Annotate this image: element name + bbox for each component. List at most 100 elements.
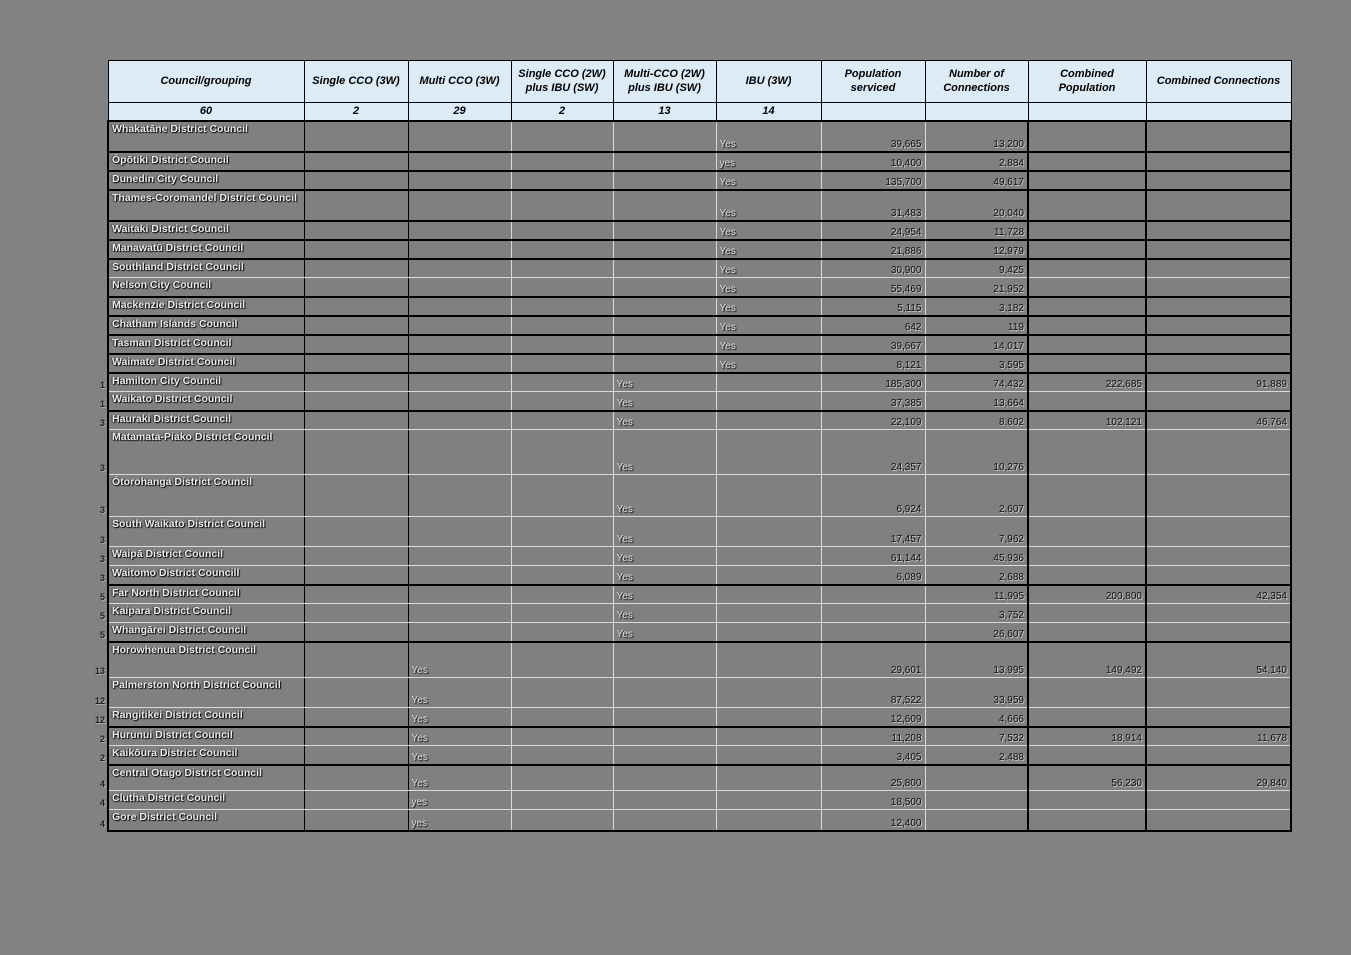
cell-single-cco-3w[interactable] xyxy=(304,622,409,643)
cell-combined-connections[interactable] xyxy=(1146,391,1292,412)
cell-combined-population[interactable] xyxy=(1028,353,1147,374)
cell-population-serviced[interactable]: 37,385 xyxy=(821,391,926,412)
cell-multi-cco-3w[interactable] xyxy=(408,189,512,222)
cell-single-cco-3w[interactable] xyxy=(304,296,409,317)
cell-combined-population[interactable] xyxy=(1028,429,1147,475)
cell-combined-population[interactable] xyxy=(1028,707,1147,728)
cell-number-of-connections[interactable]: 2,884 xyxy=(925,151,1029,172)
cell-combined-population[interactable] xyxy=(1028,189,1147,222)
cell-multi-cco-3w[interactable]: Yes xyxy=(408,677,512,708)
cell-single-cco-3w[interactable] xyxy=(304,677,409,708)
cell-combined-population[interactable] xyxy=(1028,809,1147,832)
cell-number-of-connections[interactable]: 2,607 xyxy=(925,474,1029,517)
cell-combined-population[interactable] xyxy=(1028,546,1147,566)
cell-ibu-3w[interactable] xyxy=(716,410,822,430)
cell-council-name[interactable]: South Waikato District Council xyxy=(107,516,305,547)
cell-population-serviced[interactable]: 6,924 xyxy=(821,474,926,517)
cell-single-cco-3w[interactable] xyxy=(304,809,409,832)
cell-single-cco-2w-plus-ibu[interactable] xyxy=(511,220,614,241)
cell-council-name[interactable]: Gore District Council xyxy=(107,809,305,832)
cell-number-of-connections[interactable]: 4,666 xyxy=(925,707,1029,728)
cell-population-serviced[interactable]: 25,800 xyxy=(821,764,926,791)
cell-population-serviced[interactable]: 39,665 xyxy=(821,120,926,153)
cell-council-name[interactable]: Tasman District Council xyxy=(107,334,305,355)
cell-number-of-connections[interactable]: 12,979 xyxy=(925,239,1029,260)
cell-single-cco-3w[interactable] xyxy=(304,726,409,746)
cell-combined-connections[interactable] xyxy=(1146,151,1292,172)
cell-combined-connections[interactable] xyxy=(1146,809,1292,832)
cell-population-serviced[interactable]: 12,400 xyxy=(821,809,926,832)
cell-council-name[interactable]: Hurunui District Council xyxy=(107,726,305,746)
cell-ibu-3w[interactable]: Yes xyxy=(716,315,822,336)
cell-combined-population[interactable] xyxy=(1028,220,1147,241)
cell-single-cco-3w[interactable] xyxy=(304,277,409,298)
cell-single-cco-3w[interactable] xyxy=(304,584,409,604)
cell-population-serviced[interactable]: 55,469 xyxy=(821,277,926,298)
cell-population-serviced[interactable]: 8,121 xyxy=(821,353,926,374)
cell-multi-cco-2w-plus-ibu[interactable]: Yes xyxy=(613,622,717,643)
cell-number-of-connections[interactable]: 13,995 xyxy=(925,641,1029,678)
cell-combined-connections[interactable]: 46,764 xyxy=(1146,410,1292,430)
cell-council-name[interactable]: Thames-Coromandel District Council xyxy=(107,189,305,222)
cell-single-cco-3w[interactable] xyxy=(304,516,409,547)
cell-council-name[interactable]: Central Otago District Council xyxy=(107,764,305,791)
cell-multi-cco-2w-plus-ibu[interactable]: Yes xyxy=(613,516,717,547)
cell-council-name[interactable]: Kaipara District Council xyxy=(107,603,305,623)
cell-ibu-3w[interactable] xyxy=(716,474,822,517)
cell-multi-cco-3w[interactable] xyxy=(408,622,512,643)
cell-ibu-3w[interactable]: yes xyxy=(716,151,822,172)
cell-combined-connections[interactable] xyxy=(1146,239,1292,260)
cell-number-of-connections[interactable] xyxy=(925,790,1029,810)
cell-combined-population[interactable]: 222,685 xyxy=(1028,372,1147,392)
cell-council-name[interactable]: Hauraki District Council xyxy=(107,410,305,430)
cell-council-name[interactable]: Hamilton City Council xyxy=(107,372,305,392)
cell-combined-connections[interactable] xyxy=(1146,334,1292,355)
count-cell-connections[interactable] xyxy=(924,102,1029,122)
cell-combined-connections[interactable] xyxy=(1146,677,1292,708)
cell-combined-population[interactable] xyxy=(1028,239,1147,260)
cell-combined-population[interactable] xyxy=(1028,603,1147,623)
cell-combined-connections[interactable] xyxy=(1146,565,1292,586)
count-cell-ibu_3w[interactable]: 14 xyxy=(715,102,822,122)
cell-number-of-connections[interactable]: 119 xyxy=(925,315,1029,336)
cell-multi-cco-2w-plus-ibu[interactable]: Yes xyxy=(613,603,717,623)
cell-combined-connections[interactable] xyxy=(1146,516,1292,547)
cell-combined-connections[interactable] xyxy=(1146,429,1292,475)
cell-population-serviced[interactable]: 642 xyxy=(821,315,926,336)
cell-multi-cco-2w-plus-ibu[interactable] xyxy=(613,745,717,766)
cell-single-cco-2w-plus-ibu[interactable] xyxy=(511,809,614,832)
cell-single-cco-3w[interactable] xyxy=(304,315,409,336)
cell-single-cco-2w-plus-ibu[interactable] xyxy=(511,239,614,260)
cell-council-name[interactable]: Kaikōura District Council xyxy=(107,745,305,766)
cell-combined-connections[interactable] xyxy=(1146,220,1292,241)
cell-multi-cco-3w[interactable] xyxy=(408,372,512,392)
cell-number-of-connections[interactable]: 74,432 xyxy=(925,372,1029,392)
cell-population-serviced[interactable] xyxy=(821,603,926,623)
cell-single-cco-2w-plus-ibu[interactable] xyxy=(511,151,614,172)
cell-multi-cco-2w-plus-ibu[interactable] xyxy=(613,641,717,678)
cell-number-of-connections[interactable]: 3,752 xyxy=(925,603,1029,623)
cell-single-cco-3w[interactable] xyxy=(304,170,409,191)
cell-combined-population[interactable] xyxy=(1028,120,1147,153)
cell-council-name[interactable]: Matamata-Piako District Council xyxy=(107,429,305,475)
cell-multi-cco-3w[interactable] xyxy=(408,429,512,475)
cell-combined-connections[interactable] xyxy=(1146,315,1292,336)
cell-population-serviced[interactable]: 61,144 xyxy=(821,546,926,566)
cell-multi-cco-3w[interactable] xyxy=(408,277,512,298)
cell-council-name[interactable]: Waipā District Council xyxy=(107,546,305,566)
cell-number-of-connections[interactable]: 45,936 xyxy=(925,546,1029,566)
column-header-4[interactable]: Multi-CCO (2W) plus IBU (SW) xyxy=(612,60,717,103)
cell-combined-connections[interactable] xyxy=(1146,189,1292,222)
cell-single-cco-2w-plus-ibu[interactable] xyxy=(511,641,614,678)
cell-ibu-3w[interactable] xyxy=(716,622,822,643)
cell-ibu-3w[interactable] xyxy=(716,641,822,678)
cell-combined-population[interactable] xyxy=(1028,622,1147,643)
cell-ibu-3w[interactable]: Yes xyxy=(716,277,822,298)
cell-number-of-connections[interactable]: 33,959 xyxy=(925,677,1029,708)
cell-multi-cco-2w-plus-ibu[interactable] xyxy=(613,334,717,355)
cell-combined-connections[interactable]: 42,354 xyxy=(1146,584,1292,604)
cell-council-name[interactable]: Chatham Islands Council xyxy=(107,315,305,336)
cell-single-cco-2w-plus-ibu[interactable] xyxy=(511,334,614,355)
cell-council-name[interactable]: Ōtorohanga District Council xyxy=(107,474,305,517)
cell-combined-connections[interactable] xyxy=(1146,120,1292,153)
